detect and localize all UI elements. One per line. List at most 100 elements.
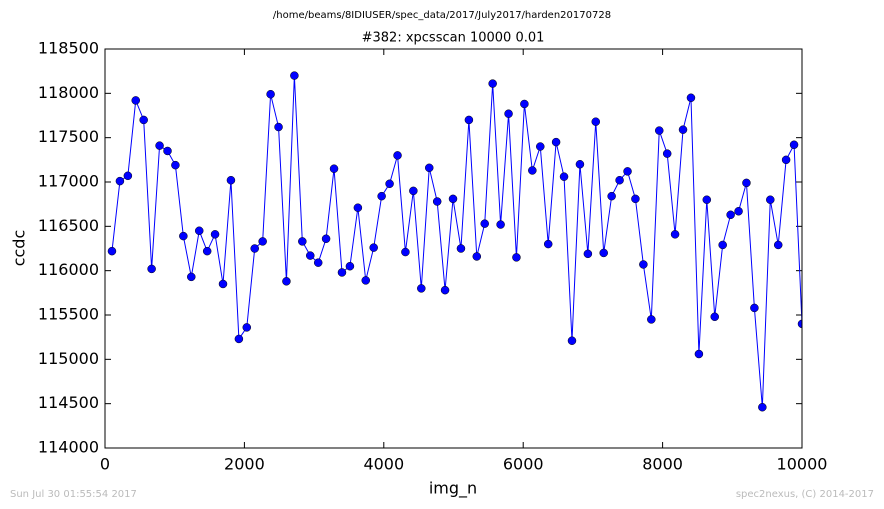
chart-title: #382: xpcsscan 10000 0.01 <box>362 31 545 46</box>
data-point <box>234 334 244 344</box>
data-point <box>274 122 283 132</box>
data-point <box>789 140 799 150</box>
y-tick-label: 114500 <box>38 393 99 412</box>
data-point <box>670 230 680 239</box>
data-point <box>758 402 767 412</box>
data-point <box>694 349 704 359</box>
data-point <box>337 268 347 277</box>
data-point <box>250 244 259 253</box>
y-axis-label: ccdc <box>10 230 29 267</box>
data-point <box>282 277 291 286</box>
data-point <box>115 176 125 186</box>
x-tick-label: 4000 <box>363 455 404 474</box>
y-tick-label: 115500 <box>38 305 99 324</box>
data-point <box>424 163 434 173</box>
data-point <box>163 146 172 156</box>
data-point <box>409 186 418 196</box>
data-point <box>559 172 569 181</box>
data-point <box>750 303 759 313</box>
data-point <box>242 323 252 332</box>
data-point <box>536 142 545 151</box>
data-point <box>369 243 378 252</box>
x-tick-label: 10000 <box>777 455 828 474</box>
data-point <box>567 336 577 345</box>
data-point <box>488 79 497 88</box>
x-tick-label: 8000 <box>642 455 683 474</box>
x-axis-label: img_n <box>429 479 477 499</box>
data-point <box>417 284 426 293</box>
data-point <box>306 251 315 260</box>
data-point <box>179 231 188 241</box>
data-point <box>377 191 386 201</box>
data-point <box>187 272 196 282</box>
data-point <box>528 166 537 175</box>
data-point <box>551 137 561 147</box>
y-tick-label: 117000 <box>38 172 99 191</box>
suptitle: /home/beams/8IDIUSER/spec_data/2017/July… <box>273 10 611 21</box>
data-point <box>258 237 267 246</box>
data-point <box>599 248 608 258</box>
y-tick-label: 115000 <box>38 349 99 368</box>
data-point <box>496 220 505 229</box>
data-point <box>218 279 228 289</box>
data-point <box>702 195 712 204</box>
data-point <box>686 93 696 103</box>
data-point <box>472 252 482 261</box>
y-tick-label: 118500 <box>38 39 99 58</box>
y-tick-label: 118000 <box>38 83 99 102</box>
y-tick-label: 116000 <box>38 260 99 279</box>
y-tick-label: 116500 <box>38 216 99 235</box>
data-point <box>155 141 164 150</box>
data-point <box>543 239 553 249</box>
data-point <box>440 285 450 295</box>
data-point <box>194 226 204 236</box>
data-point <box>742 178 751 188</box>
data-point <box>655 126 664 135</box>
data-point <box>448 194 458 204</box>
data-point <box>512 253 521 262</box>
data-point <box>266 89 275 99</box>
data-point <box>107 246 117 256</box>
data-point <box>615 175 624 185</box>
data-point <box>575 160 585 169</box>
x-tick-label: 0 <box>100 455 110 474</box>
data-point <box>591 117 601 126</box>
data-point <box>710 312 719 322</box>
data-point <box>797 319 802 329</box>
data-point <box>123 171 133 181</box>
data-point <box>202 246 212 256</box>
data-point <box>329 164 339 173</box>
data-point <box>718 240 727 250</box>
data-point <box>504 109 513 118</box>
data-point <box>607 191 616 201</box>
data-point <box>678 125 688 134</box>
data-point <box>210 230 220 239</box>
data-point <box>321 234 331 243</box>
data-point <box>290 71 299 80</box>
footer-left: Sun Jul 30 01:55:54 2017 <box>10 489 137 500</box>
data-point <box>401 247 410 257</box>
data-point <box>313 258 323 267</box>
data-point <box>432 197 442 206</box>
data-point <box>773 240 783 250</box>
data-point <box>766 195 775 204</box>
data-point <box>393 151 402 160</box>
data-point <box>480 219 489 228</box>
data-point <box>726 210 735 220</box>
plot-frame <box>104 48 803 449</box>
footer-right: spec2nexus, (C) 2014-2017 <box>736 489 874 500</box>
data-point <box>662 149 672 158</box>
data-point <box>385 179 394 189</box>
y-tick-label: 117500 <box>38 127 99 146</box>
data-point <box>298 237 307 246</box>
data-point <box>345 261 355 271</box>
data-point <box>583 249 593 259</box>
data-point <box>226 175 236 185</box>
data-point <box>623 167 632 176</box>
y-tick-label: 114000 <box>38 438 99 457</box>
data-point <box>139 115 148 125</box>
data-point <box>639 260 648 269</box>
x-tick-label: 2000 <box>224 455 265 474</box>
data-point <box>147 264 156 274</box>
data-point <box>647 315 656 324</box>
